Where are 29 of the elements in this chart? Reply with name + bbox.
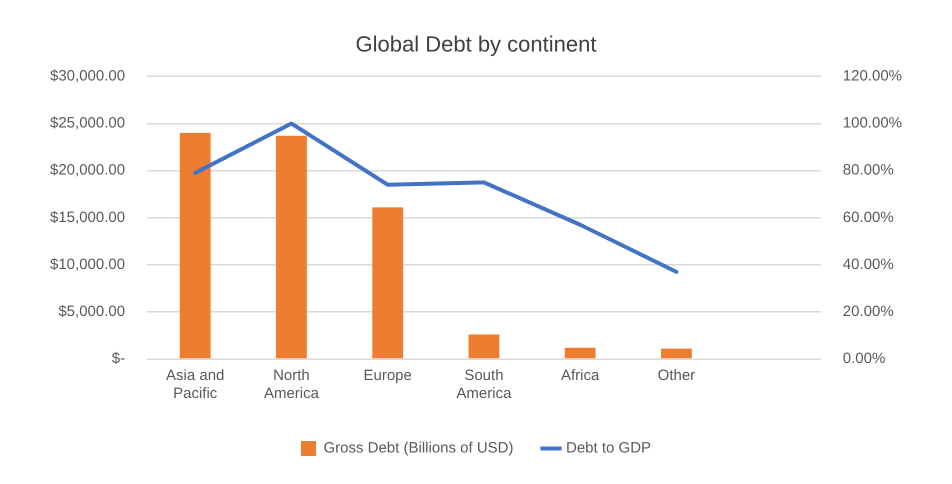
y2-tick-label: 60.00% <box>842 208 894 226</box>
x-tick-label: Europe <box>363 367 412 384</box>
y2-tick-label: 20.00% <box>842 303 894 320</box>
y-tick-label: $- <box>112 350 126 368</box>
y2-tick-label: 80.00% <box>842 162 894 179</box>
x-tick-label: Africa <box>561 367 600 384</box>
chart-title: Global Debt by continent <box>356 31 596 56</box>
x-tick-label: South America <box>456 367 512 402</box>
y2-tick-label: 0.00% <box>842 350 886 368</box>
legend-label: Debt to GDP <box>566 440 652 457</box>
legend-label: Gross Debt (Billions of USD) <box>323 440 514 457</box>
y-tick-label: $25,000.00 <box>50 114 126 132</box>
y-tick-label: $5,000.00 <box>58 303 126 320</box>
bar <box>564 348 596 358</box>
y-tick-label: $10,000.00 <box>50 256 126 273</box>
y2-tick-label: 120.00% <box>842 68 902 85</box>
y2-tick-label: 40.00% <box>842 256 894 273</box>
y-tick-label: $20,000.00 <box>50 162 126 179</box>
x-tick-label: Other <box>658 367 696 384</box>
bar <box>180 132 211 358</box>
y-tick-label: $15,000.00 <box>50 208 126 226</box>
bar <box>276 136 307 358</box>
x-tick-label: North America <box>264 367 320 402</box>
bar <box>661 348 692 358</box>
x-tick-label: Asia and Pacific <box>166 367 224 402</box>
bar <box>468 334 500 358</box>
bar <box>372 207 404 358</box>
y-tick-label: $30,000.00 <box>50 68 126 85</box>
y2-tick-label: 100.00% <box>842 114 902 132</box>
